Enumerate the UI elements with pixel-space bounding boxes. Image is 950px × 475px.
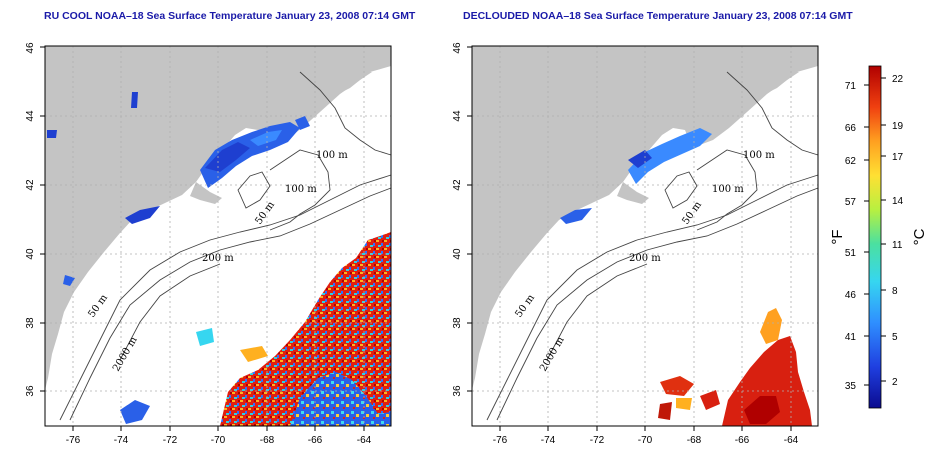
left-y-tick: 38 bbox=[25, 317, 36, 329]
colorbar-c-tick: 11 bbox=[892, 240, 903, 251]
right-x-tick: -70 bbox=[638, 435, 653, 446]
left-contour-label-100m-b: 100 m bbox=[285, 184, 317, 195]
left-x-tick: -68 bbox=[260, 435, 275, 446]
colorbar-f-tick: 35 bbox=[845, 381, 857, 392]
right-map-title: DECLOUDED NOAA–18 Sea Surface Temperatur… bbox=[463, 10, 853, 22]
left-contour-label-200m: 200 m bbox=[202, 253, 234, 264]
left-y-tick: 46 bbox=[25, 42, 36, 54]
left-y-tick: 42 bbox=[25, 179, 36, 191]
left-x-tick: -76 bbox=[66, 435, 81, 446]
colorbar-c-tick: 2 bbox=[892, 377, 898, 388]
left-contour-label-100m-a: 100 m bbox=[316, 150, 348, 161]
right-sst-gulf-maine bbox=[628, 128, 712, 184]
left-x-tick: -72 bbox=[163, 435, 178, 446]
left-y-tick: 44 bbox=[25, 110, 36, 122]
colorbar-f-tick: 71 bbox=[845, 81, 857, 92]
colorbar-f-tick: 41 bbox=[845, 332, 857, 343]
right-y-tick: 36 bbox=[452, 385, 463, 397]
right-y-tick: 42 bbox=[452, 179, 463, 191]
celsius-unit-label: °C bbox=[911, 228, 928, 245]
right-sst-gulf-stream bbox=[722, 336, 812, 426]
colorbar-c-tick: 17 bbox=[892, 152, 904, 163]
left-land-cape-cod bbox=[190, 182, 222, 204]
right-x-tick: -74 bbox=[541, 435, 556, 446]
left-x-tick: -64 bbox=[357, 435, 372, 446]
colorbar-f-tick: 57 bbox=[845, 197, 857, 208]
right-x-tick: -72 bbox=[590, 435, 605, 446]
right-contour-label-100m-a: 100 m bbox=[743, 150, 775, 161]
left-map-title: RU COOL NOAA–18 Sea Surface Temperature … bbox=[44, 10, 416, 22]
right-land-cape-cod bbox=[617, 182, 649, 204]
right-y-tick: 44 bbox=[452, 110, 463, 122]
colorbar-c-tick: 19 bbox=[892, 121, 904, 132]
left-land bbox=[45, 46, 391, 390]
fahrenheit-unit-label: °F bbox=[829, 229, 846, 244]
left-sst-gulf-stream bbox=[220, 232, 391, 426]
right-map: 100 m 100 m 50 m 200 m 50 m 2000 m -76 -… bbox=[452, 42, 819, 446]
colorbar-c-tick: 5 bbox=[892, 332, 898, 343]
colorbar-f-tick: 66 bbox=[845, 123, 857, 134]
left-x-tick: -74 bbox=[114, 435, 129, 446]
left-y-tick: 40 bbox=[25, 248, 36, 260]
left-map: 100 m 100 m 50 m 200 m 50 m 2000 m -76 -… bbox=[25, 42, 392, 446]
left-y-tick: 36 bbox=[25, 385, 36, 397]
left-x-tick: -70 bbox=[211, 435, 226, 446]
colorbar-f-tick: 46 bbox=[845, 290, 857, 301]
right-contour-label-100m-b: 100 m bbox=[712, 184, 744, 195]
right-y-tick: 38 bbox=[452, 317, 463, 329]
right-x-tick: -66 bbox=[735, 435, 750, 446]
right-x-tick: -76 bbox=[493, 435, 508, 446]
right-x-tick: -64 bbox=[784, 435, 799, 446]
colorbar-c-tick: 14 bbox=[892, 196, 904, 207]
colorbar-f-tick: 62 bbox=[845, 156, 857, 167]
right-y-tick: 40 bbox=[452, 248, 463, 260]
right-land bbox=[472, 46, 818, 390]
right-x-tick: -68 bbox=[687, 435, 702, 446]
left-x-tick: -66 bbox=[308, 435, 323, 446]
colorbar-c-tick: 8 bbox=[892, 286, 898, 297]
colorbar-f-tick: 51 bbox=[845, 248, 857, 259]
right-y-tick: 46 bbox=[452, 42, 463, 54]
right-contour-label-200m: 200 m bbox=[629, 253, 661, 264]
temperature-colorbar: 71 66 62 57 51 46 41 35 22 19 17 14 11 8… bbox=[829, 65, 928, 409]
colorbar-c-tick: 22 bbox=[892, 74, 904, 85]
